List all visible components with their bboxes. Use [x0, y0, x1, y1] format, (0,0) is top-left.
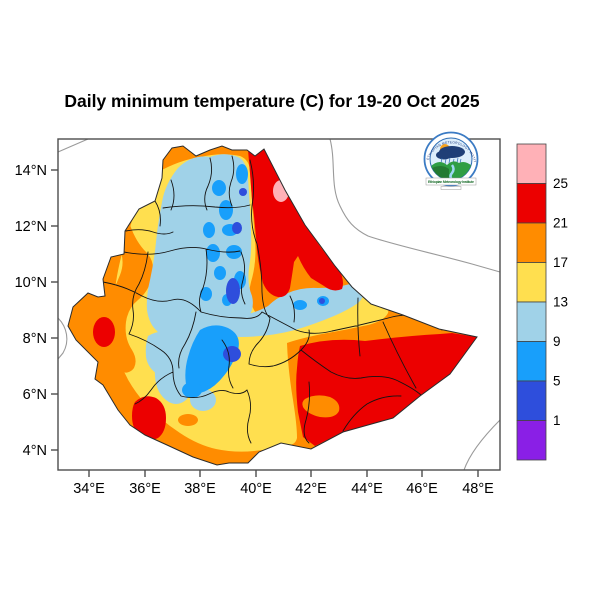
colorbar-label: 1: [553, 413, 561, 428]
colorbar-cell: [516, 183, 547, 224]
axis-ticks: [51, 169, 479, 477]
neighbor-country-borders: [57, 138, 501, 471]
x-tick-label: 48°E: [462, 481, 494, 497]
colorbar-cell: [516, 420, 547, 461]
x-tick-label: 36°E: [129, 481, 161, 497]
colorbar-cell: [516, 301, 547, 342]
plot-frame: [57, 138, 501, 471]
x-tick-label: 42°E: [295, 481, 327, 497]
colorbar-cell: [516, 222, 547, 263]
temperature-region-orange-in-red: [302, 395, 340, 418]
y-tick-label: 14°N: [15, 163, 47, 179]
colorbar-label: 9: [553, 334, 561, 349]
ethiopia-outline: [67, 145, 478, 466]
temperature-region-red-zones: [93, 148, 477, 446]
logo-banner-text: Ethiopian Meteorology Institute: [428, 180, 474, 184]
meteorology-institute-logo: ETHIOPIAN METEOROLOGY INSTITUTE Ethiopia…: [423, 131, 479, 190]
colorbar-cell: [516, 341, 547, 382]
y-tick-label: 8°N: [23, 331, 47, 347]
y-tick-label: 10°N: [15, 275, 47, 291]
colorbar-label: 25: [553, 176, 568, 191]
x-tick-label: 34°E: [73, 481, 105, 497]
x-axis-labels: 34°E 36°E 38°E 40°E 42°E 44°E 46°E 48°E: [73, 481, 494, 497]
temperature-region-pink-spot: [273, 180, 289, 202]
colorbar-label: 5: [553, 374, 561, 389]
x-tick-label: 46°E: [406, 481, 438, 497]
colorbar-label: 21: [553, 216, 568, 231]
y-tick-label: 6°N: [23, 387, 47, 403]
ethiopia-map: [67, 145, 478, 466]
admin-boundaries: [102, 155, 443, 444]
temperature-region-lightblue-east-band: [214, 283, 364, 337]
y-tick-label: 4°N: [23, 443, 47, 459]
x-tick-label: 40°E: [240, 481, 272, 497]
temperature-colorbar: 25 21 17 13 9 5 1: [516, 143, 568, 461]
colorbar-cell: [516, 262, 547, 303]
y-tick-label: 12°N: [15, 219, 47, 235]
colorbar-cell: [516, 143, 547, 184]
logo-ribbon: [440, 186, 462, 190]
colorbar-label: 13: [553, 295, 568, 310]
cloud-icon: [436, 150, 452, 160]
logo-banner: [425, 177, 477, 186]
logo-scene: [430, 144, 472, 180]
temperature-region-orange-spot: [178, 414, 198, 426]
colorbar-label: 17: [553, 255, 568, 270]
colorbar-cell: [516, 380, 547, 421]
x-tick-label: 44°E: [351, 481, 383, 497]
x-tick-label: 38°E: [184, 481, 216, 497]
figure-title: Daily minimum temperature (C) for 19-20 …: [64, 91, 480, 111]
y-axis-labels: 14°N 12°N 10°N 8°N 6°N 4°N: [15, 163, 47, 459]
